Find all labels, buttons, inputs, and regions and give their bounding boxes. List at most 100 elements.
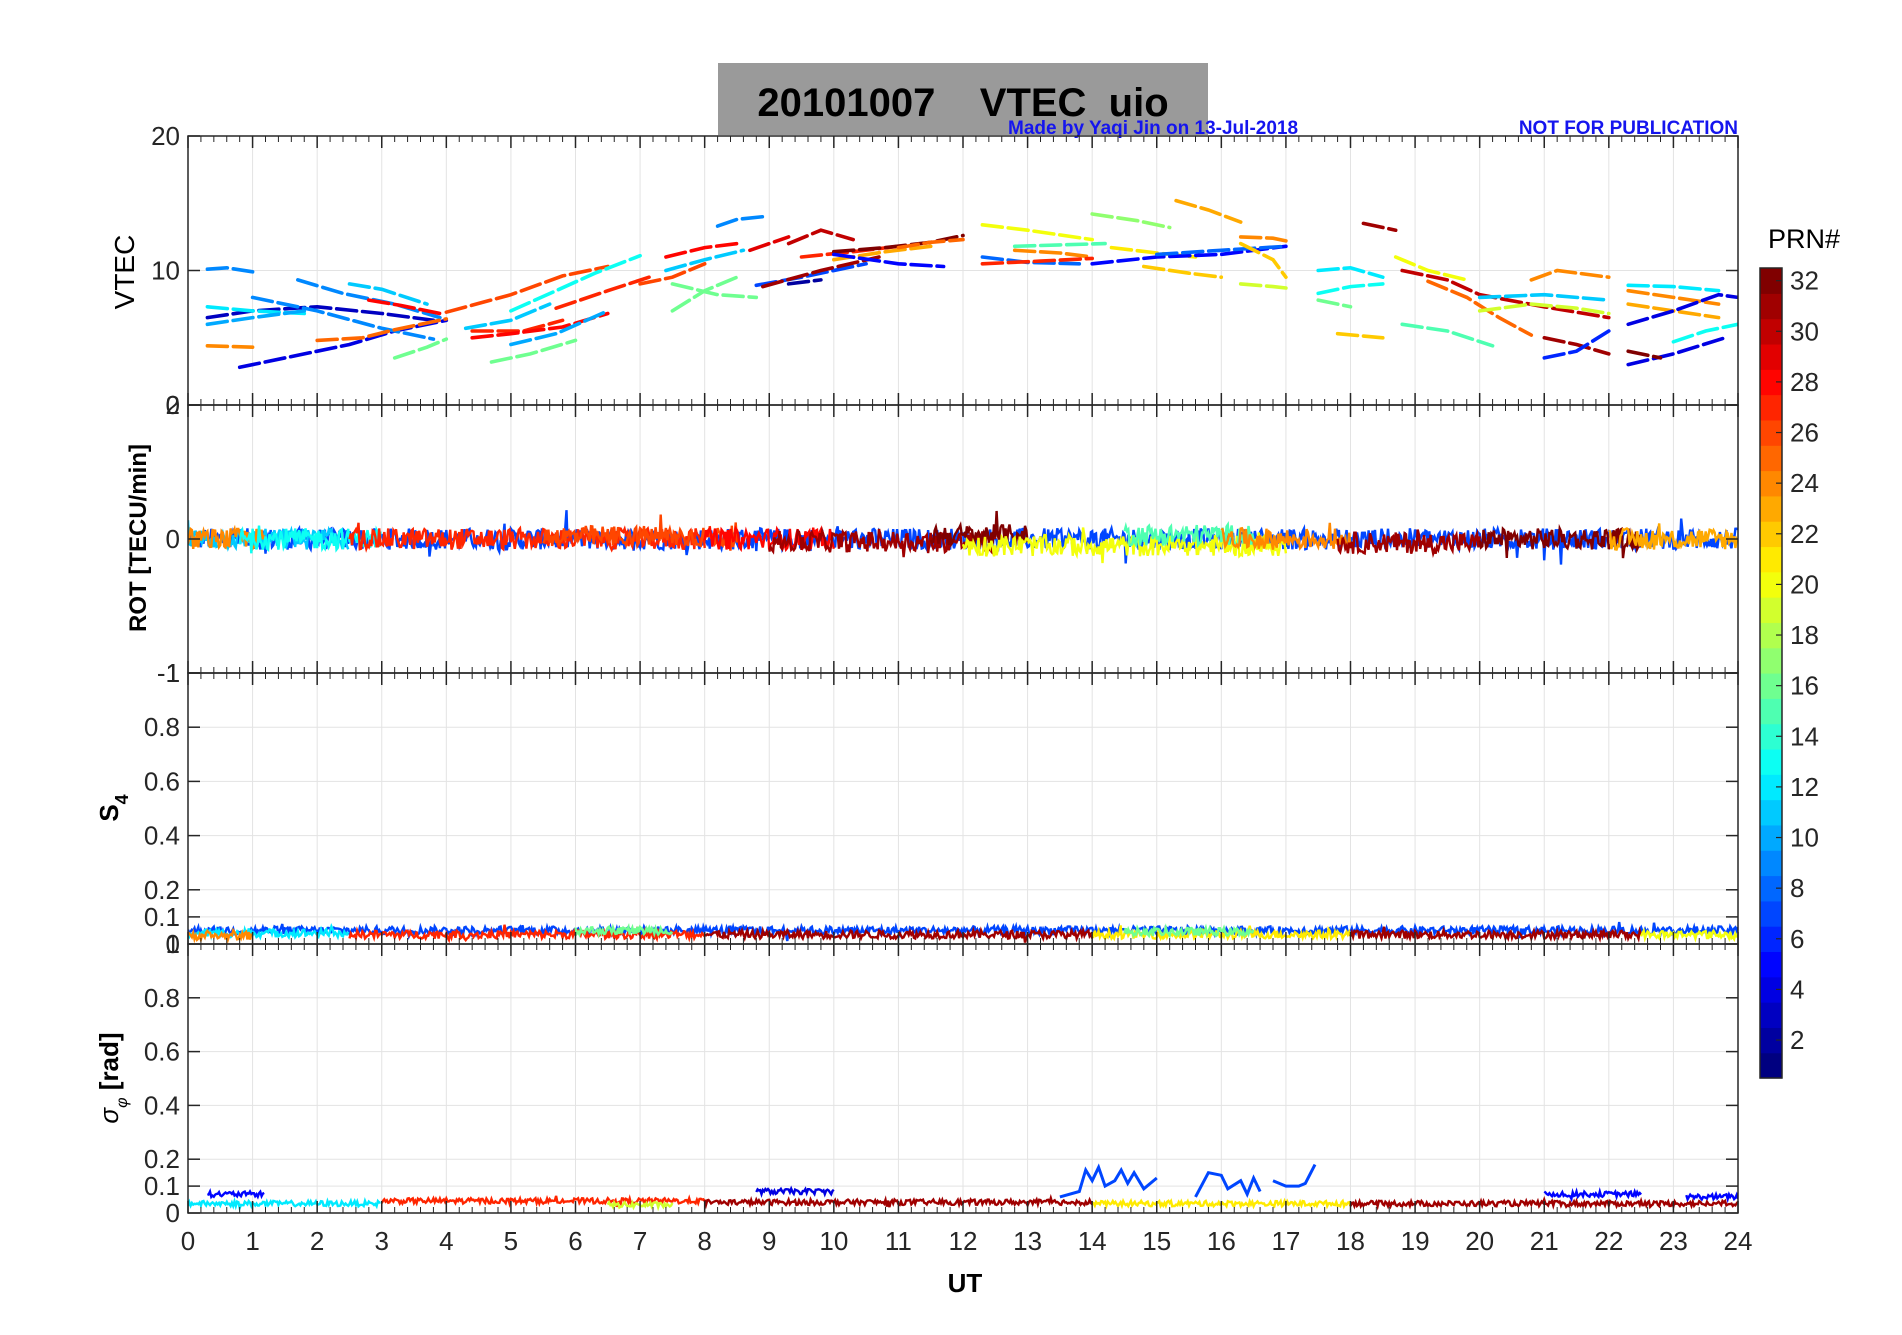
vtec-series-prn-3: [205, 304, 436, 323]
vtec-series-prn-11: [664, 248, 746, 273]
colorbar-tick-label: 10: [1790, 823, 1819, 853]
colorbar-swatch-14: [1760, 723, 1782, 750]
colorbar-swatch-8: [1760, 875, 1782, 902]
vtec-series-prn-20: [1393, 255, 1469, 282]
sigma-phi-ytick-label: 0: [166, 1198, 180, 1228]
colorbar-swatch-1: [1760, 1052, 1782, 1079]
sigma-phi-panel: 00.10.20.40.60.810 1 2 3 4 5 6 7 8 9 10 11 12 13 14 15 1…: [144, 929, 1753, 1256]
sigma-phi-ytick-label: 0.2: [144, 1144, 180, 1174]
x-tick-label: 16: [1207, 1226, 1236, 1256]
sigma-phi-ytick-label: 0.1: [144, 1171, 180, 1201]
sigma-phi-trace-prn-5: [206, 1187, 265, 1200]
colorbar-swatch-20: [1760, 571, 1782, 598]
x-tick-label: 8: [697, 1226, 711, 1256]
vtec-series-prn-24: [1529, 268, 1611, 282]
s4-trace-prn-24: [188, 927, 253, 944]
s4-trace-prn-16: [574, 922, 674, 939]
vtec-series-prn-24: [1626, 288, 1721, 306]
x-tick-label: 19: [1401, 1226, 1430, 1256]
colorbar-swatch-18: [1760, 622, 1782, 649]
vtec-series-prn-31: [1542, 335, 1611, 356]
x-tick-label: 11: [885, 1226, 912, 1256]
s4-trace-prn-16: [1123, 923, 1255, 939]
colorbar-title: PRN#: [1768, 224, 1840, 254]
vtec-series-prn-27: [554, 274, 655, 311]
vtec-series-prn-31: [1361, 221, 1398, 232]
s4-ytick-label: 0.6: [144, 766, 180, 796]
s4-ytick-label: 0.1: [144, 902, 180, 932]
sigma-phi-trace-prn-12: [188, 1196, 381, 1212]
vtec-series-prn-5: [831, 252, 946, 269]
vtec-series-prn-29: [748, 235, 791, 253]
x-tick-label: 1: [245, 1226, 259, 1256]
vtec-series-prn-11: [463, 302, 552, 331]
x-tick-label: 4: [439, 1226, 453, 1256]
colorbar-tick-label: 28: [1790, 367, 1819, 397]
rot-ytick-label: 2: [166, 390, 180, 420]
vtec-series-prn-10: [205, 309, 307, 327]
colorbar-swatch-10: [1760, 824, 1782, 851]
rot-trace-prn-24: [1220, 522, 1352, 551]
colorbar-swatch-31: [1760, 293, 1782, 320]
x-tick-label: 24: [1724, 1226, 1753, 1256]
x-axis-label: UT: [948, 1268, 983, 1298]
vtec-series-prn-26: [444, 264, 610, 315]
vtec-series-prn-9: [205, 265, 255, 274]
s4-panel: 00.10.2 0.4 0.6 0.8 1 1: [144, 658, 1739, 959]
vtec-series-prn-25: [315, 317, 449, 343]
colorbar-swatch-16: [1760, 673, 1782, 699]
sigma-phi-trace-prn-4: [755, 1185, 835, 1199]
sigma-phi-spike-prn-7: [1194, 1171, 1262, 1198]
x-tick-label: 10: [819, 1226, 848, 1256]
vtec-series-prn-20: [980, 223, 1094, 242]
vtec-series-prn-22: [1142, 264, 1224, 280]
vtec-series-prn-2: [786, 278, 823, 286]
x-tick-label: 13: [1013, 1226, 1042, 1256]
x-tick-label: 14: [1078, 1226, 1107, 1256]
vtec-series-prn-19: [1238, 282, 1288, 290]
colorbar-swatch-27: [1760, 394, 1782, 421]
colorbar-swatch-25: [1760, 445, 1782, 472]
vtec-series-prn-11: [347, 282, 429, 306]
x-tick-label: 9: [762, 1226, 776, 1256]
x-tick-label: 0: [181, 1226, 195, 1256]
sigma-phi-trace-prn-5: [1543, 1186, 1643, 1203]
colorbar-tick-label: 8: [1790, 873, 1804, 903]
vtec-series-prn-10: [509, 309, 610, 347]
vtec-series-prn-9: [715, 214, 765, 228]
vtec-series-prn-28: [664, 241, 739, 259]
colorbar-swatch-24: [1760, 470, 1782, 497]
chart-title: 20101007 VTEC uio: [757, 81, 1168, 125]
vtec-ylabel: VTEC: [109, 235, 140, 310]
colorbar-swatch-13: [1760, 748, 1782, 775]
rot-trace-prn-13: [238, 525, 382, 554]
colorbar-frame: [1759, 267, 1783, 1079]
vtec-series-prn-16: [392, 337, 449, 360]
rot-trace-prn-31: [768, 526, 997, 558]
colorbar-tick-label: 4: [1790, 974, 1804, 1004]
credit-text: Made by Yaqi Jin on 13-Jul-2018: [1008, 118, 1298, 139]
colorbar-swatch-4: [1760, 976, 1782, 1003]
s4-ytick-label-top: 1: [166, 658, 180, 688]
colorbar-swatch-32: [1760, 268, 1782, 294]
vtec-series-prn-30: [1400, 268, 1611, 320]
title-banner: [718, 63, 1208, 135]
x-tick-label: 18: [1336, 1226, 1365, 1256]
vtec-series-group: [205, 198, 1738, 370]
sigma-phi-ytick-label-top: 1: [166, 929, 180, 959]
sigma-phi-ytick-label: 0.4: [144, 1090, 180, 1120]
vtec-series-prn-25: [1426, 279, 1534, 337]
vtec-series-prn-24: [205, 343, 255, 350]
x-tick-label: 2: [310, 1226, 324, 1256]
colorbar-tick-label: 26: [1790, 418, 1819, 448]
rot-trace-prn-31: [1336, 529, 1481, 558]
vtec-series-prn-25: [896, 237, 965, 250]
colorbar-swatch-23: [1760, 495, 1782, 522]
vtec-series-prn-30: [786, 228, 856, 246]
vtec-series-prn-22: [1238, 241, 1288, 280]
vtec-series-prn-15: [1012, 241, 1107, 249]
rot-ytick-label: 0: [166, 524, 180, 554]
vtec-series-prn-23: [1174, 198, 1243, 224]
x-tick-label: 21: [1530, 1226, 1559, 1256]
